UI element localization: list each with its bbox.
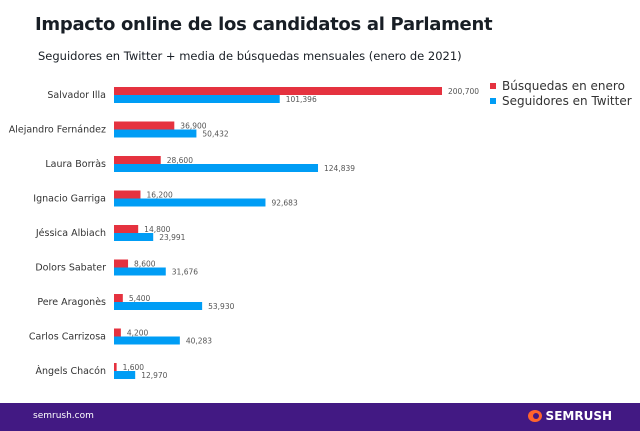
bar	[114, 233, 154, 241]
category-label: Salvador Illa	[47, 90, 106, 101]
category-label: Alejandro Fernández	[9, 125, 106, 136]
bar	[114, 121, 175, 130]
bar	[114, 87, 442, 95]
bar	[114, 294, 123, 302]
data-label: 40,283	[186, 337, 212, 346]
chart-title: Impacto online de los candidatos al Parl…	[35, 14, 493, 35]
data-label: 101,396	[286, 95, 317, 104]
category-label: Ignacio Garriga	[33, 194, 106, 205]
bar-chart: Salvador Illa 200,700 101,396 Alejandro Fer…	[9, 79, 632, 380]
bar	[114, 259, 129, 268]
data-label: 23,991	[159, 233, 185, 242]
bar	[114, 302, 203, 310]
legend-swatch	[490, 98, 496, 104]
footer-site-link[interactable]: semrush.com	[33, 411, 94, 421]
data-label: 53,930	[208, 302, 234, 311]
data-label: 28,600	[167, 156, 193, 165]
data-label: 14,800	[144, 225, 170, 234]
bar	[114, 267, 166, 276]
bar	[114, 371, 136, 379]
category-label: Dolors Sabater	[35, 263, 106, 274]
bar	[114, 95, 280, 103]
bar	[114, 164, 319, 172]
category-label: Àngels Chacón	[35, 365, 106, 377]
data-label: 4,200	[127, 329, 149, 338]
bar	[114, 328, 121, 337]
brand-name: SEMRUSH	[545, 409, 612, 423]
legend-swatch	[490, 83, 496, 89]
semrush-logo: SEMRUSH	[527, 409, 612, 423]
data-label: 50,432	[202, 130, 228, 139]
footer: semrush.com SEMRUSH	[0, 403, 640, 431]
data-label: 5,400	[129, 294, 151, 303]
legend-label: Búsquedas en enero	[502, 79, 625, 93]
legend-label: Seguidores en Twitter	[502, 94, 632, 108]
data-label: 16,200	[146, 191, 172, 200]
category-label: Carlos Carrizosa	[29, 332, 106, 343]
data-label: 31,676	[172, 268, 198, 277]
flame-icon	[527, 410, 542, 422]
category-label: Jéssica Albiach	[35, 228, 106, 239]
data-label: 36,900	[180, 122, 206, 131]
data-label: 1,600	[123, 363, 145, 372]
bar	[114, 336, 180, 345]
data-label: 8,600	[134, 260, 156, 269]
data-label: 200,700	[448, 87, 479, 96]
data-label: 92,683	[271, 199, 297, 208]
bar	[114, 190, 141, 199]
bar	[114, 198, 266, 207]
data-label: 12,970	[141, 371, 167, 380]
chart-subtitle: Seguidores en Twitter + media de búsqued…	[38, 49, 462, 63]
bar	[114, 225, 139, 233]
category-label: Pere Aragonès	[37, 297, 106, 308]
bar	[114, 156, 161, 164]
bar	[114, 363, 117, 371]
category-label: Laura Borràs	[45, 159, 106, 170]
data-label: 124,839	[324, 164, 355, 173]
bar	[114, 129, 197, 138]
